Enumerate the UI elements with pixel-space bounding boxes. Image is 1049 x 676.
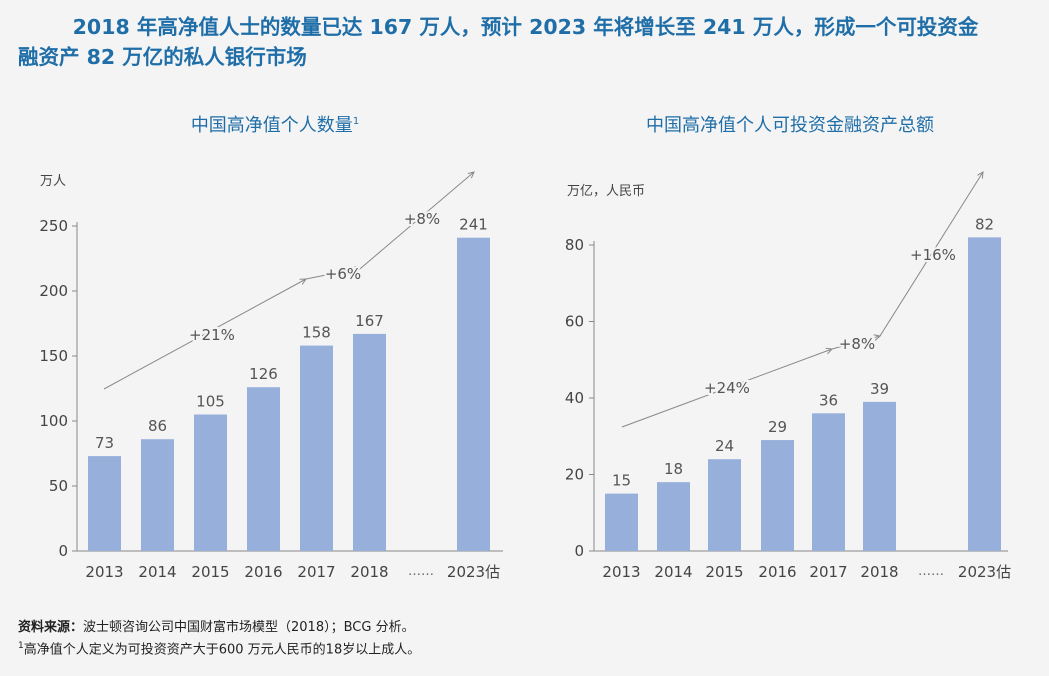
bar-value-label: 86	[148, 417, 167, 435]
y-tick-label: 20	[565, 466, 584, 484]
bar-value-label: 158	[302, 324, 331, 342]
y-tick-label: 200	[39, 282, 68, 300]
bar	[968, 237, 1001, 551]
headline-line-1: 2018 年高净值人士的数量已达 167 万人，预计 2023 年将增长至 24…	[72, 15, 979, 39]
x-tick-label: 2018	[350, 563, 388, 581]
chart-title: 中国高净值个人可投资金融资产总额	[646, 115, 934, 136]
footnote-line: 1高净值个人定义为可投资资产大于600 万元人民币的18岁以上成人。	[18, 637, 420, 659]
x-tick-label: 2016	[244, 563, 282, 581]
growth-label: +24%	[704, 379, 750, 397]
y-tick-label: 250	[39, 217, 68, 235]
x-tick-label: 2017	[809, 563, 847, 581]
y-tick-label: 100	[39, 412, 68, 430]
x-tick-label: 2014	[654, 563, 692, 581]
y-tick-label: 0	[574, 542, 584, 560]
growth-arrow	[103, 279, 306, 390]
bar-value-label: 24	[715, 437, 734, 455]
x-tick-label: 2023估	[958, 563, 1011, 581]
bar	[88, 456, 121, 551]
bar-value-label: 29	[768, 418, 787, 436]
headline-line-2: 融资产 82 万亿的私人银行市场	[18, 45, 307, 69]
x-tick-label: 2016	[758, 563, 796, 581]
bar-value-label: 18	[664, 460, 683, 478]
x-tick-label: 2015	[191, 563, 229, 581]
growth-label: +21%	[189, 326, 235, 344]
y-tick-label: 60	[565, 313, 584, 331]
x-gap-label: ……	[408, 564, 434, 579]
bar	[194, 414, 227, 551]
growth-arrow	[879, 172, 983, 337]
bar	[657, 482, 690, 551]
growth-arrow	[621, 349, 832, 428]
x-tick-label: 2014	[138, 563, 176, 581]
bar	[812, 413, 845, 551]
bar	[457, 237, 490, 551]
chart-title: 中国高净值个人数量1	[191, 115, 359, 136]
x-tick-label: 2018	[860, 563, 898, 581]
bar-value-label: 105	[196, 393, 225, 411]
growth-label: +8%	[839, 335, 875, 353]
growth-arrow	[360, 172, 474, 269]
bar	[708, 459, 741, 551]
bar-value-label: 167	[355, 312, 384, 330]
y-axis-label: 万人	[40, 174, 66, 189]
growth-label: +16%	[910, 246, 956, 264]
y-tick-label: 50	[49, 477, 68, 495]
x-tick-label: 2023估	[447, 563, 500, 581]
source-line: 资料来源：波士顿咨询公司中国财富市场模型（2018）；BCG 分析。	[18, 618, 420, 637]
chart-hnwi-count: 中国高净值个人数量1 万人 0 50 100 150 200 250 73 2013 86 2014 1…	[39, 115, 503, 581]
source-label: 资料来源：	[18, 620, 84, 635]
bar	[605, 493, 638, 551]
bar-value-label: 39	[870, 380, 889, 398]
growth-label: +8%	[404, 210, 440, 228]
bar-value-label: 82	[975, 215, 994, 233]
bar	[353, 333, 386, 551]
bar	[247, 387, 280, 551]
chart-title-superscript: 1	[353, 116, 359, 127]
bar	[300, 345, 333, 551]
bar-value-label: 126	[249, 365, 278, 383]
bar-value-label: 15	[612, 472, 631, 490]
bar-value-label: 241	[459, 216, 488, 234]
x-tick-label: 2017	[297, 563, 335, 581]
x-tick-label: 2015	[705, 563, 743, 581]
x-gap-label: ……	[918, 564, 944, 579]
y-tick-label: 0	[58, 542, 68, 560]
footnote-marker: 1	[18, 641, 24, 651]
growth-arrow	[305, 268, 361, 280]
y-tick-label: 80	[565, 236, 584, 254]
bar	[141, 439, 174, 551]
y-axis-label: 万亿，人民币	[567, 184, 645, 199]
x-tick-label: 2013	[602, 563, 640, 581]
bar	[863, 401, 896, 551]
x-tick-label: 2013	[85, 563, 123, 581]
bar-value-label: 36	[819, 391, 838, 409]
y-tick-label: 40	[565, 389, 584, 407]
growth-label: +6%	[325, 265, 361, 283]
source-text: 波士顿咨询公司中国财富市场模型（2018）；BCG 分析。	[83, 620, 415, 635]
headline: 2018 年高净值人士的数量已达 167 万人，预计 2023 年将增长至 24…	[18, 12, 1033, 72]
bar	[761, 440, 794, 551]
growth-arrow	[831, 336, 880, 350]
y-tick-label: 150	[39, 347, 68, 365]
footnote-text: 高净值个人定义为可投资资产大于600 万元人民币的18岁以上成人。	[23, 642, 421, 658]
source-note: 资料来源：波士顿咨询公司中国财富市场模型（2018）；BCG 分析。 1高净值个…	[18, 618, 420, 659]
bar-value-label: 73	[95, 434, 114, 452]
